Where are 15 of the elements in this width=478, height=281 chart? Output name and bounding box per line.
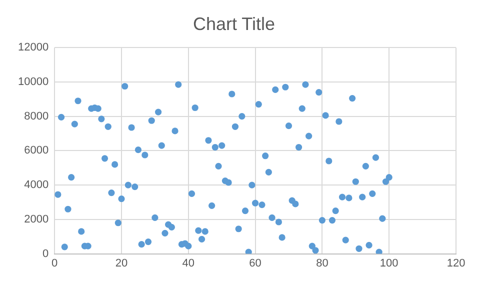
- x-tick-label: 120: [446, 257, 466, 270]
- y-tick-label: 4000: [24, 179, 49, 192]
- y-tick-label: 2000: [24, 213, 49, 226]
- y-tick-label: 12000: [18, 42, 49, 54]
- y-tick-label: 0: [42, 248, 49, 260]
- y-tick-label: 6000: [24, 144, 49, 157]
- chart-title: Chart Title: [192, 14, 276, 34]
- x-tick-label: 20: [115, 257, 128, 270]
- x-tick-label: 60: [249, 257, 262, 270]
- x-tick-label: 80: [316, 257, 328, 270]
- x-tick-label: 0: [52, 257, 58, 270]
- x-tick-label: 100: [380, 257, 398, 270]
- x-tick-label: 40: [182, 257, 195, 270]
- y-tick-label: 8000: [24, 110, 49, 122]
- y-tick-label: 10000: [18, 76, 49, 88]
